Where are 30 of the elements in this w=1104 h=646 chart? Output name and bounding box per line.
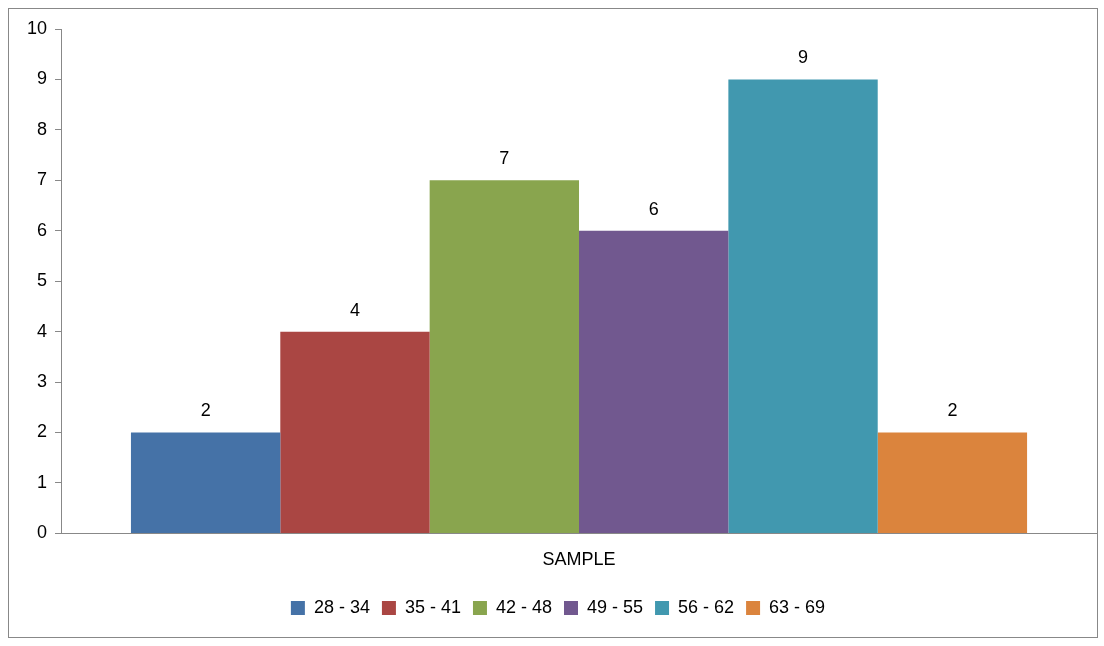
y-tick-label: 2 — [37, 421, 48, 442]
y-tick-label: 1 — [37, 471, 48, 492]
y-tick-label: 10 — [26, 17, 48, 38]
data-label: 2 — [200, 400, 211, 421]
y-tick-label: 0 — [37, 522, 48, 543]
y-tick-label: 3 — [37, 371, 48, 392]
legend-label: 35 - 41 — [404, 596, 461, 617]
bar — [280, 331, 430, 533]
x-tick-label: SAMPLE — [542, 549, 616, 570]
bar — [429, 180, 580, 533]
legend-label: 56 - 62 — [678, 596, 735, 617]
legend-label: 28 - 34 — [313, 596, 370, 617]
bar — [579, 230, 729, 533]
bar — [130, 432, 281, 533]
y-tick-label: 7 — [37, 169, 48, 190]
data-label: 7 — [499, 148, 510, 169]
legend-label: 42 - 48 — [495, 596, 553, 617]
legend-label: 49 - 55 — [587, 596, 644, 617]
y-tick-label: 4 — [37, 320, 48, 341]
y-tick-label: 6 — [37, 219, 48, 240]
data-label: 6 — [648, 198, 659, 219]
bar — [728, 79, 878, 533]
y-tick-label: 5 — [37, 270, 48, 291]
y-tick-label: 8 — [37, 118, 48, 139]
legend-label: 63 - 69 — [769, 596, 826, 617]
y-tick-label: 9 — [37, 68, 48, 89]
data-label: 2 — [947, 400, 958, 421]
data-label: 9 — [798, 47, 809, 68]
data-label: 4 — [349, 299, 360, 320]
bar — [877, 432, 1028, 533]
